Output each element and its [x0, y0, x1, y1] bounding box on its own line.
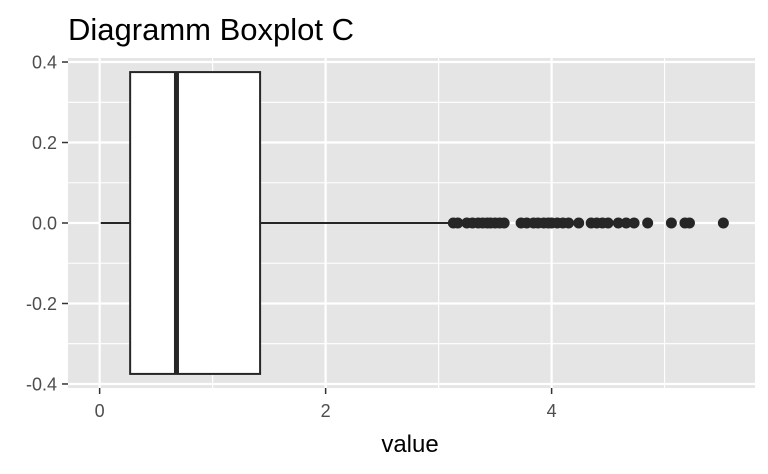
outlier-point-30 — [665, 217, 677, 229]
outlier-point-25 — [602, 217, 614, 229]
y-tick-label-1: 0.2 — [32, 133, 57, 153]
x-axis-title: value — [381, 431, 438, 458]
outlier-point-27 — [620, 217, 632, 229]
chart-title: Diagramm Boxplot C — [68, 12, 354, 47]
x-tick-label-1: 2 — [321, 401, 331, 421]
outlier-points — [447, 217, 729, 229]
outlier-point-32 — [683, 217, 695, 229]
outlier-point-20 — [563, 217, 575, 229]
outlier-point-28 — [628, 217, 640, 229]
outlier-point-10 — [498, 217, 510, 229]
y-tick-label-3: -0.2 — [26, 294, 57, 314]
outlier-point-29 — [642, 217, 654, 229]
outlier-point-26 — [612, 217, 624, 229]
x-tick-label-0: 0 — [95, 401, 105, 421]
y-tick-label-4: -0.4 — [26, 374, 57, 394]
outlier-point-21 — [573, 217, 585, 229]
outlier-point-1 — [452, 217, 464, 229]
y-tick-label-2: 0.0 — [32, 214, 57, 234]
y-tick-label-0: 0.4 — [32, 53, 57, 73]
x-tick-label-2: 4 — [547, 401, 557, 421]
y-axis-ticks: 0.4 0.2 0.0 -0.2 -0.4 — [26, 53, 68, 394]
interquartile-box — [129, 71, 262, 375]
outlier-point-33 — [717, 217, 729, 229]
x-axis-ticks: 0 2 4 — [95, 388, 557, 421]
